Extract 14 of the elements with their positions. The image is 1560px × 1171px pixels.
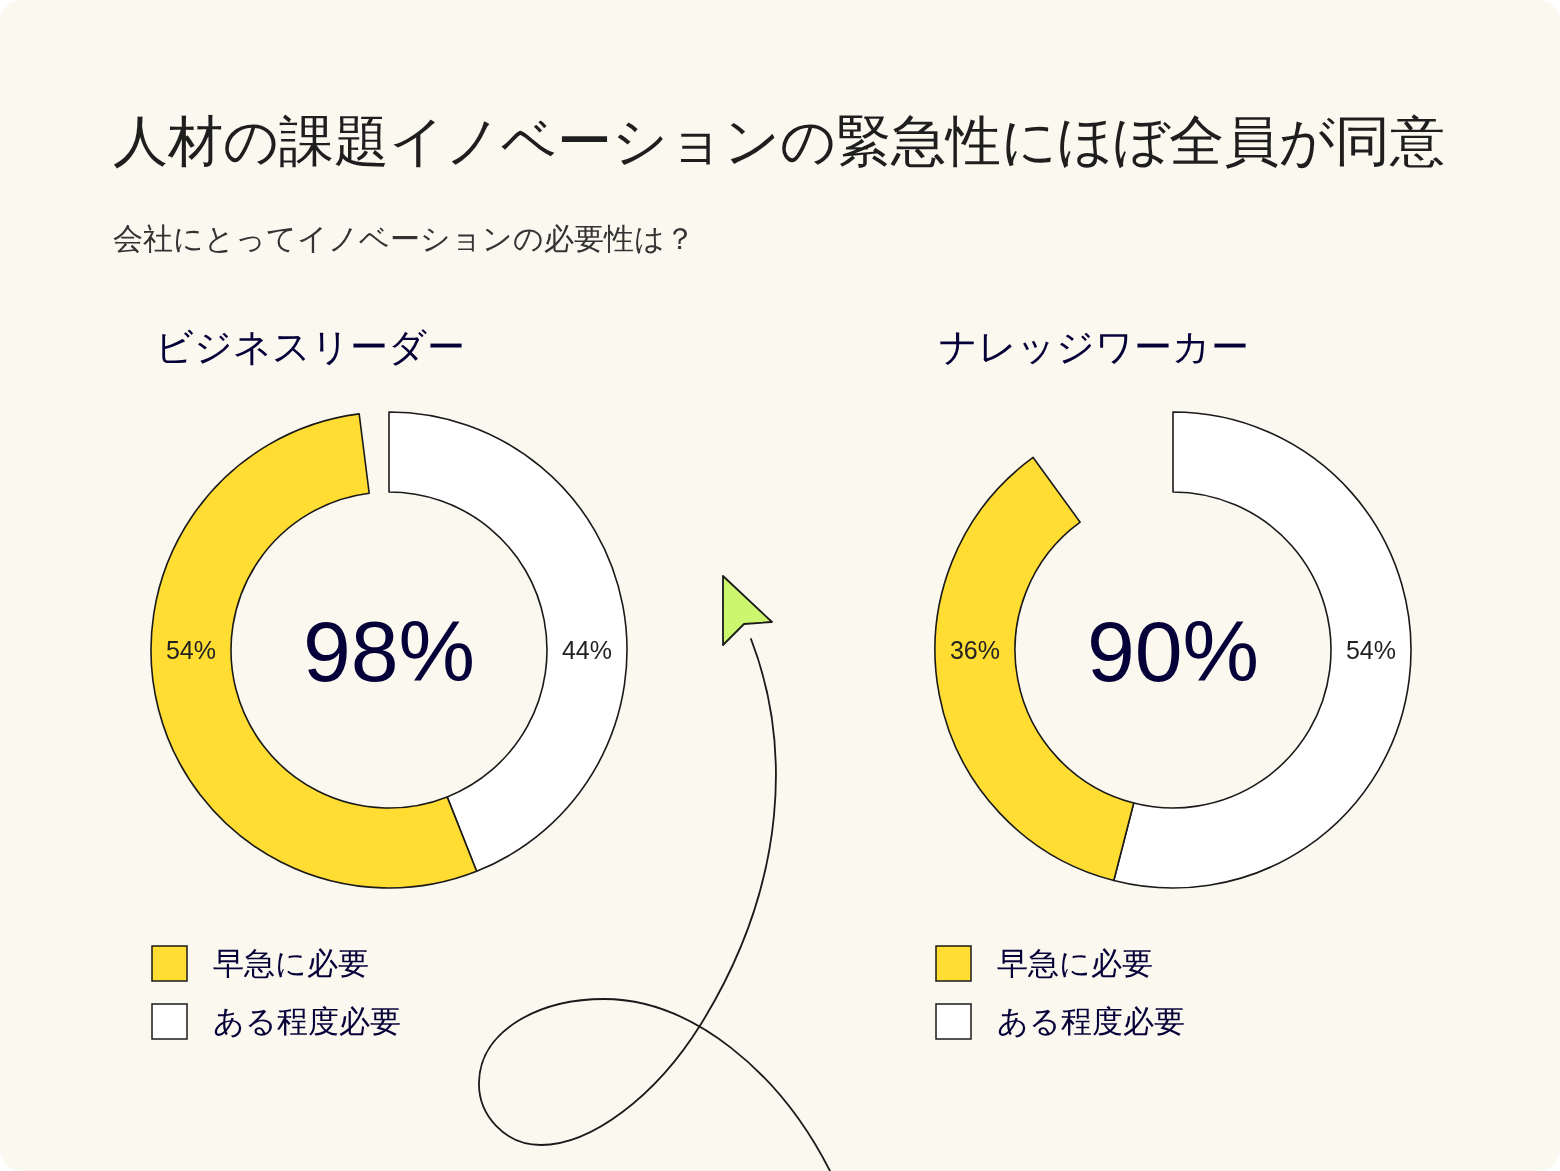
legend-label: 早急に必要 (997, 946, 1153, 981)
data-label: 54% (165, 636, 217, 664)
data-label: 36% (949, 636, 1001, 664)
text: 会社にとってイノベーションの必要性は？ (113, 222, 695, 255)
chart-title: ビジネスリーダー (155, 326, 465, 368)
legend-label: ある程度必要 (997, 1004, 1185, 1039)
text: 98% (302, 603, 476, 699)
text: 人材の課題イノベーションの緊急性にほぼ全員が同意 (113, 110, 1445, 172)
chart-title: ナレッジワーカー (939, 326, 1249, 368)
text: 90% (1086, 603, 1260, 699)
legend-label: 早急に必要 (213, 946, 369, 981)
data-label: 54% (1345, 636, 1397, 664)
legend-label: ある程度必要 (213, 1004, 401, 1039)
data-label: 44% (561, 636, 613, 664)
